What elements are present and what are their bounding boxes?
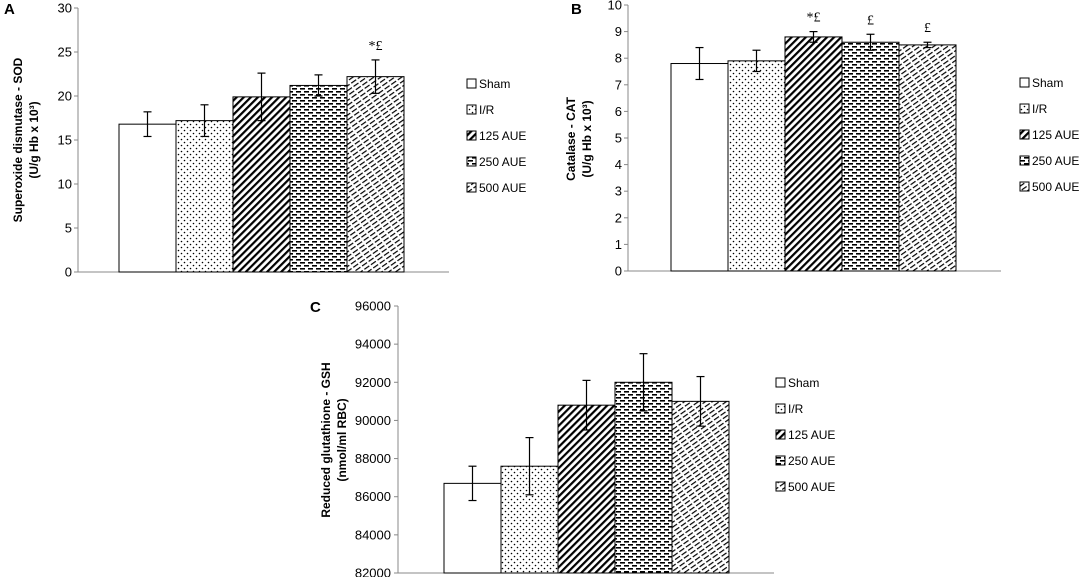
y-tick-label: 2 [615,210,622,225]
y-axis-title-b-line1: Catalase - CAT [564,96,578,180]
significance-label: £ [867,13,874,28]
legend-swatch [1019,129,1030,140]
legend-swatch [466,156,477,167]
bar-i-r [727,60,786,272]
y-tick-label: 92000 [355,375,391,390]
legend-label: 500 AUE [479,181,526,195]
y-tick-label: 5 [615,131,622,146]
legend-swatch [775,481,786,492]
y-tick-label: 84000 [355,527,391,542]
legend-label: I/R [1032,102,1048,116]
y-tick-label: 30 [58,1,72,16]
y-tick-label: 25 [58,45,72,60]
y-axis-title-c-line1: Reduced glutathione - GSH [319,362,333,517]
chart-c: 82000 84000 86000 88000 90000 92000 94000 96000… [355,299,836,581]
bar-500-aue [346,76,405,273]
y-tick-label: 90000 [355,413,391,428]
bar-500-aue [671,400,730,574]
y-axis-title-a-line2: (U/g Hb x 10³) [27,101,41,178]
bar-125-aue [784,36,843,272]
y-tick-label: 15 [58,133,72,148]
y-tick-label: 8 [615,51,622,66]
significance-label: *£ [369,39,383,54]
y-tick-label: 1 [615,237,622,252]
y-tick-label: 4 [615,157,622,172]
y-tick-label: 7 [615,77,622,92]
legend-swatch [1019,181,1030,192]
significance-label: *£ [807,11,821,26]
y-tick-label: 94000 [355,337,391,352]
bar-i-r [500,465,559,574]
legend-label: 125 AUE [788,428,835,442]
panel-letter-a: A [4,1,15,18]
panel-letter-c: C [310,299,321,316]
bar-250-aue [841,41,900,272]
legend-label: Sham [788,376,819,390]
bar-sham [118,123,177,273]
y-tick-label: 0 [615,264,622,279]
y-tick-label: 5 [65,221,72,236]
legend-label: I/R [788,402,804,416]
y-tick-label: 82000 [355,566,391,578]
y-axis-title-c-line2: (nmol/ml RBC) [335,398,349,481]
legend-label: 250 AUE [788,454,835,468]
legend-swatch [466,104,477,115]
legend-swatch [775,403,786,414]
y-axis-title-b-line2: (U/g Hb x 10³) [580,100,594,177]
legend-label: 250 AUE [479,155,526,169]
y-tick-label: 96000 [355,299,391,314]
legend-swatch [1019,103,1030,114]
y-tick-label: 3 [615,184,622,199]
y-tick-label: 86000 [355,489,391,504]
panel-letter-b: B [571,1,582,18]
bar-125-aue [557,404,616,574]
legend-label: I/R [479,103,495,117]
legend-label: Sham [1032,76,1063,90]
legend-swatch [775,429,786,440]
legend-label: Sham [479,77,510,91]
y-tick-label: 6 [615,104,622,119]
y-tick-label: 10 [608,0,622,13]
legend-swatch [466,78,477,89]
bar-125-aue [232,96,291,273]
bar-sham [670,63,729,272]
legend-swatch [466,182,477,193]
legend-swatch [466,130,477,141]
y-tick-label: 9 [615,24,622,39]
legend-label: 500 AUE [788,480,835,494]
legend-label: 500 AUE [1032,180,1079,194]
y-tick-label: 0 [65,265,72,280]
chart-b: 0 1 2 3 4 5 6 7 8 9 10 *£ £ £ Sham I/R 125 AUE 250 AUE 500… [608,0,1080,279]
legend-swatch [1019,155,1030,166]
y-tick-label: 20 [58,89,72,104]
legend-label: 125 AUE [479,129,526,143]
legend-label: 250 AUE [1032,154,1079,168]
legend-swatch [775,455,786,466]
y-tick-label: 88000 [355,451,391,466]
bar-250-aue [289,84,348,273]
chart-a: 0 5 10 15 20 25 30 *£ Sham I/R 125 AUE 250 AUE 500 A… [58,1,527,280]
significance-label: £ [924,21,931,36]
bar-i-r [175,120,234,273]
y-axis-title-a-line1: Superoxide dismutase - SOD [11,57,25,222]
legend-swatch [1019,77,1030,88]
legend-swatch [775,377,786,388]
legend-label: 125 AUE [1032,128,1079,142]
y-tick-label: 10 [58,177,72,192]
bar-500-aue [898,44,957,272]
